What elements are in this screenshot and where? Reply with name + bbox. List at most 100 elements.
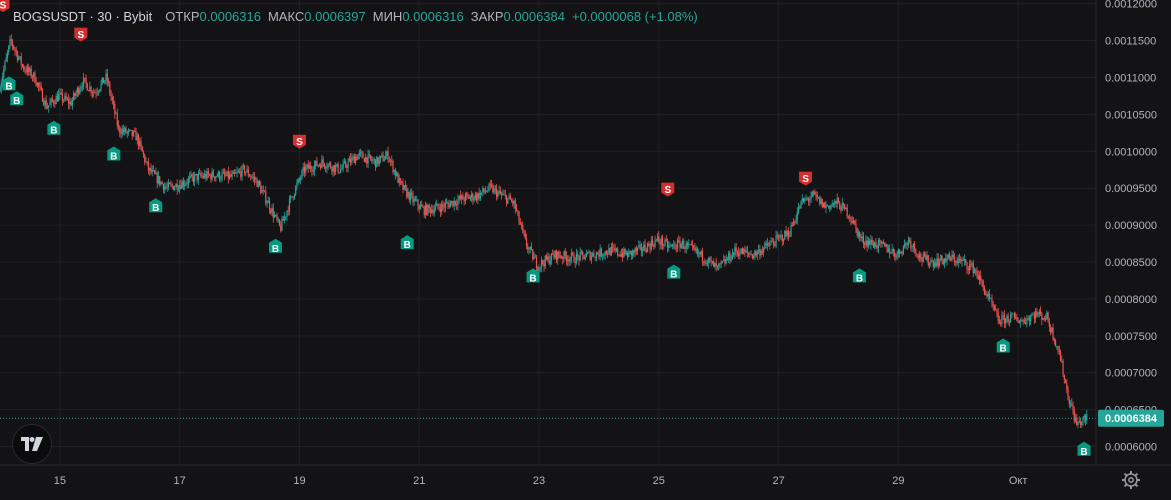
candle-body (146, 161, 148, 163)
buy-marker[interactable]: B (268, 238, 282, 255)
candle-body (826, 205, 828, 207)
candle-body (95, 93, 97, 94)
candle-body (925, 255, 927, 260)
candle-body (741, 248, 743, 255)
buy-marker[interactable]: B (2, 76, 16, 92)
candle-body (149, 167, 151, 171)
price-tick-label: 0.0011500 (1105, 36, 1156, 48)
svg-text:B: B (1000, 343, 1007, 354)
candle-body (1017, 320, 1019, 323)
sell-marker[interactable]: S (799, 171, 813, 186)
buy-marker[interactable]: B (400, 235, 414, 251)
buy-marker[interactable]: B (526, 268, 540, 284)
candle-body (568, 259, 570, 262)
sell-marker[interactable]: S (0, 0, 10, 13)
gear-icon[interactable] (1121, 470, 1141, 490)
symbol-title[interactable]: BOGSUSDT · 30 · Bybit (13, 9, 153, 24)
candle-body (766, 243, 768, 246)
sell-marker[interactable]: S (292, 134, 306, 149)
candle-body (955, 261, 957, 263)
candle-body (792, 222, 795, 226)
candle-body (28, 67, 30, 72)
candle-body (728, 253, 730, 260)
candle-body (785, 231, 787, 236)
candle-body (492, 185, 494, 193)
candle-body (756, 251, 758, 256)
candle-body (152, 169, 155, 171)
candle-body (73, 93, 75, 101)
candle-body (30, 68, 32, 77)
candle-body (361, 152, 363, 154)
candle-body (733, 252, 735, 255)
candle-body (209, 174, 211, 176)
candle-body (467, 194, 469, 196)
tradingview-logo-icon[interactable] (12, 424, 52, 464)
buy-marker[interactable]: B (47, 120, 61, 137)
candle-body (972, 263, 974, 273)
candle-body (815, 194, 817, 196)
candle-body (458, 195, 460, 200)
candle-body (558, 251, 560, 256)
candle-body (497, 192, 499, 197)
candle-body (379, 156, 382, 159)
candle-body (273, 215, 276, 218)
candle-body (179, 185, 181, 190)
candle-body (770, 241, 772, 244)
candle-body (142, 151, 145, 155)
candle-body (713, 261, 715, 267)
candle-body (710, 260, 712, 262)
time-axis[interactable]: 15 17 19 21 23 25 27 29 Окт (54, 475, 1028, 487)
candle-body (194, 174, 196, 182)
candle-body (211, 171, 213, 180)
candle-body (1076, 417, 1078, 426)
candle-body (827, 205, 830, 207)
svg-text:S: S (296, 137, 303, 148)
candle-body (285, 216, 287, 218)
buy-marker[interactable]: B (10, 91, 24, 107)
candle-body (754, 251, 756, 256)
candle-body (230, 174, 232, 177)
candle-body (109, 83, 111, 94)
candle-body (884, 243, 886, 247)
buy-marker[interactable]: B (852, 268, 866, 284)
candle-body (117, 125, 120, 127)
candle-body (936, 258, 938, 267)
candle-body (336, 163, 338, 167)
candle-body (266, 202, 268, 204)
candle-body (680, 244, 682, 249)
candle-body (56, 96, 58, 102)
candle-body (842, 202, 845, 205)
buy-marker[interactable]: B (667, 264, 681, 281)
candle-body (658, 236, 660, 242)
candle-body (48, 105, 50, 108)
price-tick-label: 0.0012000 (1105, 0, 1157, 11)
candle-body (316, 160, 318, 166)
candle-body (856, 227, 858, 236)
candle-body (760, 250, 762, 256)
candle-body (1086, 414, 1088, 421)
candle-body (703, 260, 705, 262)
sell-marker[interactable]: S (661, 182, 675, 197)
candle-body (1031, 314, 1033, 317)
buy-marker[interactable]: B (107, 146, 121, 163)
candle-body (988, 293, 991, 299)
buy-marker[interactable]: B (996, 338, 1010, 354)
candle-body (29, 68, 31, 72)
time-tick-label: 17 (174, 475, 186, 487)
buy-marker[interactable]: B (1077, 441, 1091, 458)
buy-marker[interactable]: B (149, 198, 163, 214)
price-tick-label: 0.0010500 (1105, 109, 1157, 121)
sell-marker[interactable]: S (74, 27, 88, 42)
candle-body (513, 200, 515, 204)
candle-body (216, 176, 218, 178)
candle-body (247, 169, 249, 176)
candle-body (312, 171, 314, 172)
candle-body (550, 253, 553, 261)
candle-body (315, 160, 317, 166)
candle-body (816, 194, 818, 198)
candle-body (61, 92, 63, 101)
svg-text:S: S (802, 174, 809, 185)
candle-body (94, 92, 96, 94)
candle-body (987, 293, 989, 297)
